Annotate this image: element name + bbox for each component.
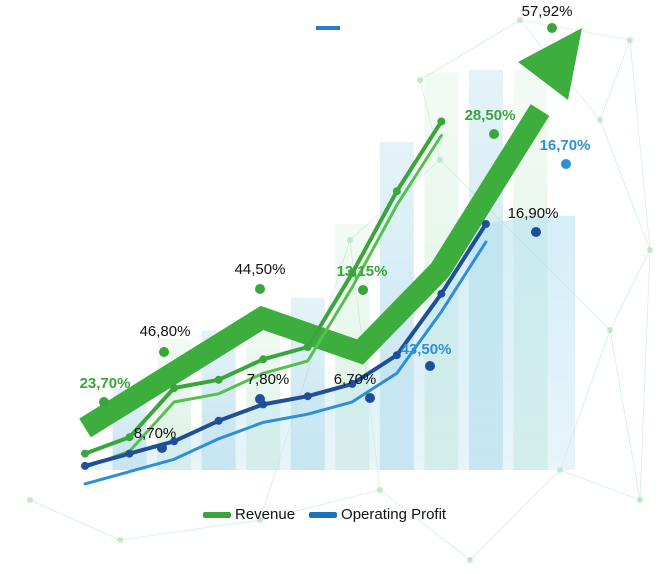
point-label: 44,50% <box>235 261 286 278</box>
network-node <box>597 117 603 123</box>
point-labels: 23,70% 46,80% 44,50% 13,15% 28,50% 57,92% 8,70… <box>80 3 591 453</box>
point-label-marker <box>561 159 571 169</box>
network-node <box>607 327 613 333</box>
network-edge <box>119 519 261 541</box>
point-label-marker <box>425 361 435 371</box>
network-node <box>637 497 643 503</box>
point-label-marker <box>489 129 499 139</box>
trend-arrow-head <box>518 28 582 100</box>
legend: Revenue Operating Profit <box>203 506 446 523</box>
point-label: 13,15% <box>337 263 388 280</box>
data-point-operating-profit <box>348 379 357 388</box>
point-label-marker <box>99 397 109 407</box>
point-label: 7,80% <box>247 371 290 388</box>
network-edge <box>639 249 651 501</box>
point-label-marker <box>531 227 541 237</box>
network-node <box>647 247 653 253</box>
point-label-marker <box>255 394 265 404</box>
title-dash <box>316 26 340 30</box>
data-point-operating-profit <box>303 392 312 401</box>
data-point-revenue <box>170 384 179 392</box>
data-point-operating-profit <box>481 220 490 228</box>
network-edge <box>259 489 381 521</box>
data-point-revenue <box>392 187 401 196</box>
trend-arrow-body <box>79 104 550 438</box>
point-label: 57,92% <box>522 3 573 20</box>
point-label: 43,50% <box>401 341 452 358</box>
network-edge <box>419 19 521 81</box>
point-label-marker <box>547 23 557 33</box>
data-point-operating-profit <box>392 351 401 360</box>
data-point-revenue <box>437 117 446 126</box>
data-point-operating-profit <box>214 416 223 425</box>
network-edge <box>609 249 651 331</box>
series-line-operating-profit <box>83 222 488 468</box>
trend-arrow <box>79 28 582 438</box>
network-edge <box>29 499 121 541</box>
data-point-revenue <box>303 343 312 351</box>
network-edge <box>559 469 641 501</box>
data-point-operating-profit <box>81 461 89 470</box>
network-node <box>27 497 33 503</box>
point-label: 23,70% <box>80 375 131 392</box>
point-label-marker <box>157 443 167 453</box>
point-label-marker <box>159 347 169 357</box>
point-label-marker <box>365 393 375 403</box>
point-label: 28,50% <box>465 107 516 124</box>
point-label-marker <box>358 285 368 295</box>
data-point-operating-profit <box>125 449 134 458</box>
data-point-operating-profit <box>437 289 446 298</box>
series-line-revenue-secondary <box>83 134 443 470</box>
data-point-revenue <box>214 375 223 384</box>
point-label: 8,70% <box>134 425 177 442</box>
point-label: 6,70% <box>334 371 377 388</box>
network-edge <box>609 329 641 501</box>
network-node <box>467 557 473 563</box>
point-label-marker <box>255 284 265 294</box>
data-point-operating-profit <box>170 437 179 446</box>
network-node <box>627 37 633 43</box>
series-points <box>81 117 490 470</box>
network-edge <box>599 39 631 121</box>
network-edge <box>519 19 631 41</box>
legend-swatch-revenue <box>203 511 231 518</box>
network-edge <box>379 489 471 561</box>
legend-label-operating-profit: Operating Profit <box>341 506 447 523</box>
data-point-revenue <box>125 433 134 442</box>
network-edge <box>469 469 561 561</box>
network-edge <box>629 39 651 251</box>
series-line-operating-profit-secondary <box>83 240 488 486</box>
point-label: 16,90% <box>508 205 559 222</box>
data-point-revenue <box>259 355 268 364</box>
legend-swatch-operating-profit <box>309 511 338 518</box>
network-node <box>517 17 523 23</box>
legend-item-operating-profit: Operating Profit <box>309 506 446 523</box>
point-label: 16,70% <box>540 137 591 154</box>
legend-label-revenue: Revenue <box>235 506 296 523</box>
legend-item-revenue: Revenue <box>203 506 295 523</box>
network-node <box>417 77 423 83</box>
data-point-revenue <box>81 449 89 458</box>
point-label: 46,80% <box>140 323 191 340</box>
network-node <box>377 487 383 493</box>
network-node <box>257 517 263 523</box>
network-edge <box>599 119 651 251</box>
data-point-revenue <box>348 269 357 278</box>
network-node <box>117 537 123 543</box>
